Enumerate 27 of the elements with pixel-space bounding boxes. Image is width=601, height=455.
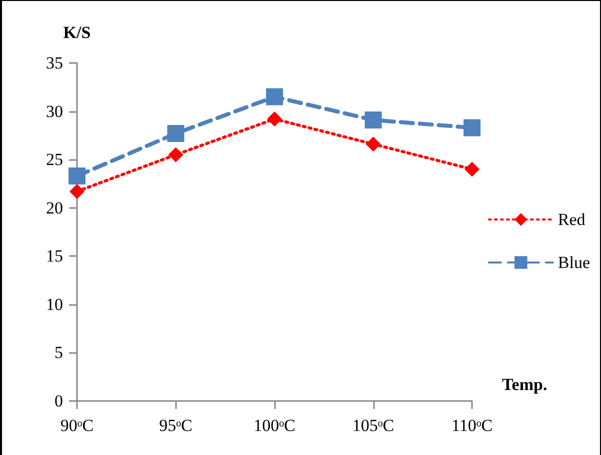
point xyxy=(266,88,283,106)
y-tick-label: 35 xyxy=(46,54,63,72)
y-tick-label: 10 xyxy=(46,294,63,314)
point xyxy=(167,124,184,142)
x-tick-label: 105ᵒC xyxy=(352,416,394,435)
x-tick-label: 110ᵒC xyxy=(451,416,493,435)
point xyxy=(464,162,480,177)
y-tick-label: 15 xyxy=(46,246,63,266)
point xyxy=(168,147,184,162)
legend-label: Red xyxy=(558,210,586,229)
point xyxy=(366,136,381,152)
y-tick-label: 20 xyxy=(46,198,63,218)
legend-label: Blue xyxy=(558,253,590,272)
x-tick-label: 95ᵒC xyxy=(159,416,192,435)
x-axis-title: Temp. xyxy=(502,375,548,394)
y-tick-label: 30 xyxy=(46,102,63,121)
point xyxy=(364,111,382,128)
point xyxy=(267,112,282,127)
y-tick-label: 5 xyxy=(54,343,63,362)
point xyxy=(464,119,480,136)
point xyxy=(68,167,86,184)
x-tick-label: 90ᵒC xyxy=(60,416,94,435)
y-tick-label: 0 xyxy=(54,392,63,410)
x-tick-label: 100ᵒC xyxy=(254,416,296,435)
y-tick-label: 25 xyxy=(46,150,63,170)
y-axis-title: K/S xyxy=(63,23,91,42)
point xyxy=(70,184,84,199)
